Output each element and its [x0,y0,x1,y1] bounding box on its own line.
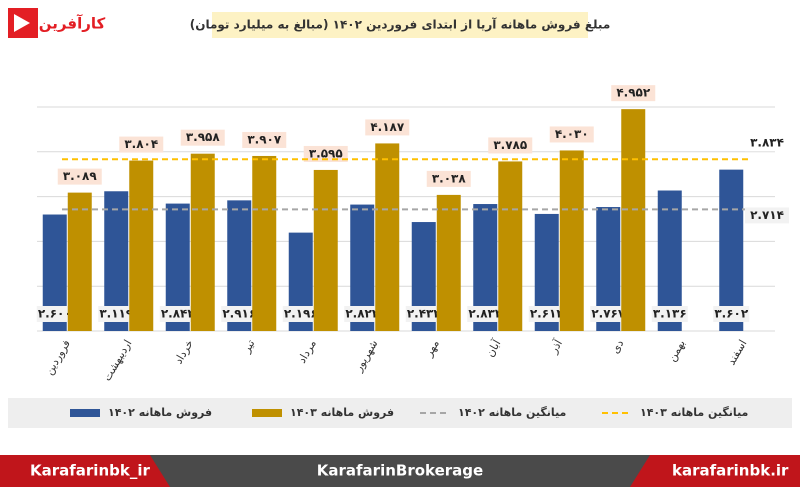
x-tick-label: تیر [239,338,257,356]
value-label-box [221,306,258,322]
value-label: ۲.۸۲۲ [345,307,380,321]
value-label: ۳.۶۰۲ [714,307,749,321]
bar [129,160,154,331]
value-label-box [405,306,442,322]
legend-label: میانگین ماهانه ۱۴۰۳ [640,406,748,419]
value-label: ۲.۴۳۲ [407,307,442,321]
value-label: ۳.۱۳۶ [653,307,687,321]
footer-left-text: Karafarinbk_ir [30,462,150,480]
average-label: ۳.۸۳۴ [750,136,784,150]
value-label-box [365,119,410,136]
bar [313,169,338,331]
legend-label: میانگین ماهانه ۱۴۰۲ [458,406,566,419]
value-label-box [426,170,471,187]
value-label: ۲.۶۱۳ [530,307,565,321]
value-label: ۲.۷۶۷ [591,307,626,321]
value-label-box [467,306,504,322]
value-label-box [119,136,164,153]
value-label: ۳.۹۵۸ [186,130,221,144]
logo-shape [14,14,30,32]
bar [67,192,92,331]
bar [252,155,277,331]
value-label: ۳.۸۰۴ [124,137,158,151]
value-label-box [651,306,688,322]
footer-center-text: KarafarinBrokerage [317,462,483,480]
value-label: ۳.۹۰۷ [247,132,282,146]
footer-right [630,455,800,487]
value-label: ۲.۶۰۰ [38,307,72,321]
value-label: ۴.۹۵۲ [616,86,651,100]
legend-label: فروش ماهانه ۱۴۰۲ [108,406,212,419]
bar [375,143,400,331]
value-label-box [303,145,348,162]
value-label-box [242,131,287,148]
value-label-box [713,306,750,322]
legend-swatch [252,409,282,417]
value-label: ۳.۵۹۵ [309,146,343,160]
legend-box [8,398,792,428]
value-label: ۲.۹۱۶ [222,307,256,321]
average-label: ۲.۷۱۴ [750,208,784,222]
average-label-box [745,207,789,224]
footer-right-text: karafarinbk.ir [672,462,789,480]
value-label-box [180,129,225,146]
footer-left [0,455,170,487]
value-label: ۳.۱۱۹ [99,307,134,321]
value-label-box [36,306,73,322]
legend-label: فروش ماهانه ۱۴۰۳ [290,406,394,419]
bar [559,150,584,331]
chart-title: مبلغ فروش ماهانه آریا از ابتدای فروردین … [190,17,611,33]
value-label-box [590,306,627,322]
bar [621,109,646,332]
x-tick-label: دی [608,337,626,355]
bar [719,169,744,331]
legend-swatch [70,409,100,417]
value-label-box [344,306,381,322]
value-label: ۲.۱۹۶ [284,307,318,321]
average-label-box [745,135,789,152]
value-label-box [549,126,594,143]
value-label: ۴.۰۳۰ [555,127,589,141]
value-label-box [57,168,102,185]
title-box [212,12,588,38]
value-label-box [488,137,533,154]
bar [498,161,523,331]
value-label: ۲.۸۴۴ [161,307,195,321]
value-label-box [611,85,656,102]
value-label-box [159,306,196,322]
value-label: ۳.۰۳۸ [432,171,467,185]
bar [436,194,461,331]
value-label: ۳.۷۸۵ [493,138,527,152]
brand: کارآفرین [39,15,106,33]
value-label: ۲.۸۳۴ [468,307,502,321]
value-label: ۳.۰۸۹ [63,169,98,183]
value-label: ۴.۱۸۷ [370,120,405,134]
bar [190,153,215,331]
value-label-box [98,306,135,322]
value-label-box [282,306,319,322]
value-label-box [528,306,565,322]
